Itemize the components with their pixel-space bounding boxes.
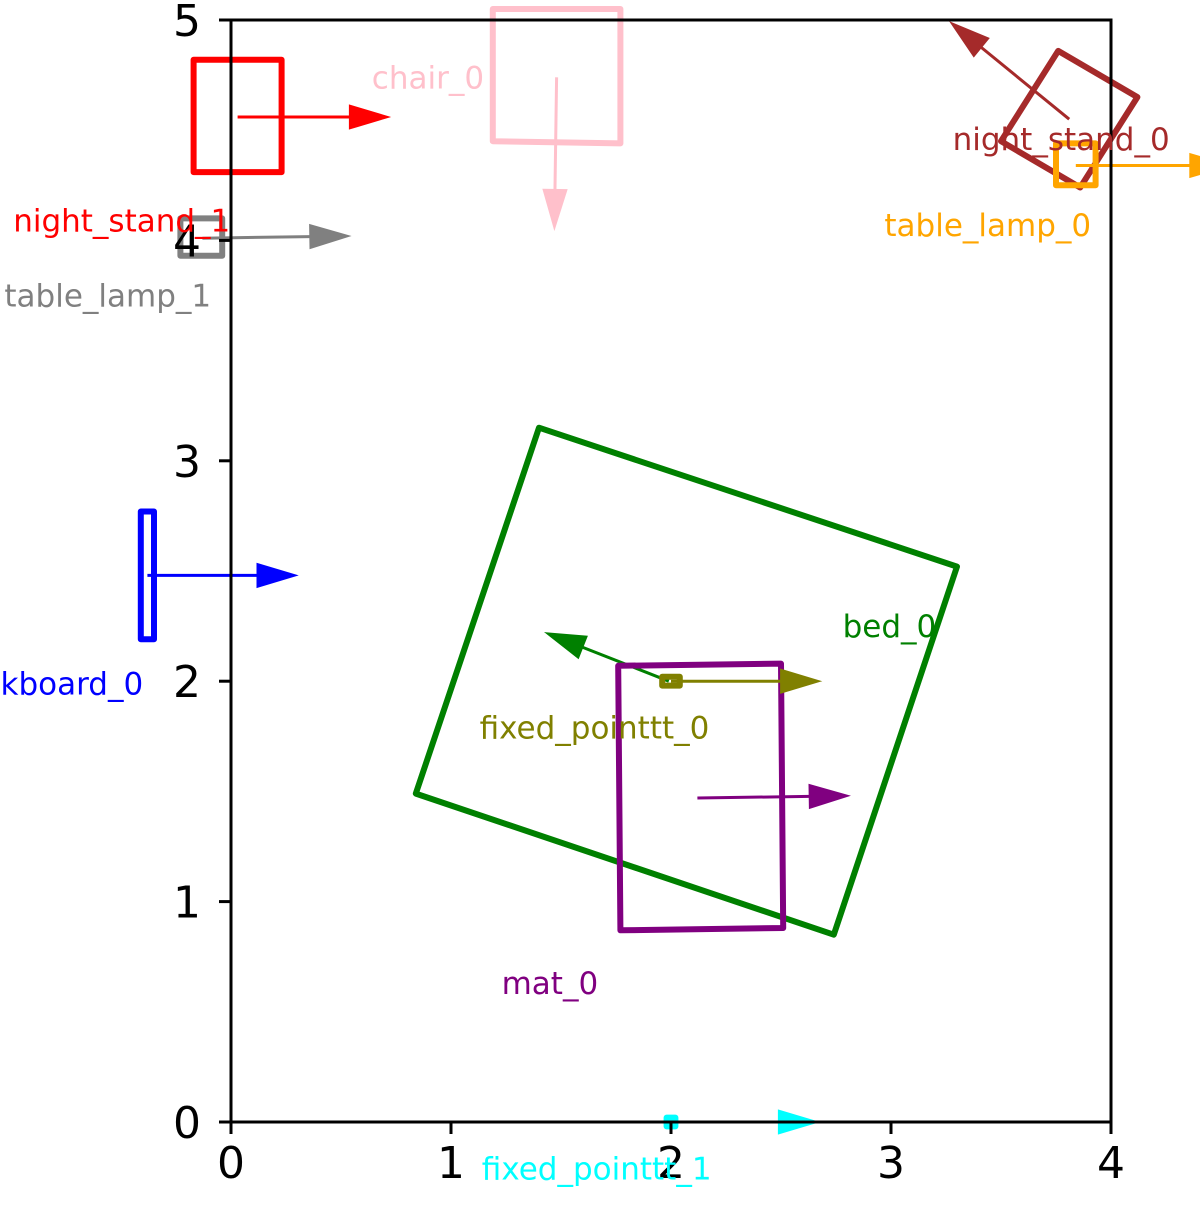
x-tick-label-2: 2 [657,1138,685,1189]
plot-frame [229,18,1113,1124]
fixed_pointtt_0-arrow-head [780,668,823,694]
x-tick-label-3: 3 [877,1138,905,1189]
y-tick-label-1: 1 [173,878,201,929]
chair_0-label: chair_0 [372,60,484,96]
object-fixed_pointtt_0 [659,668,823,694]
fixed_pointtt_0-footprint [659,673,683,689]
y-tick-label-3: 3 [173,437,201,488]
objects-layer [137,6,1200,1135]
fixed_pointtt_0-label: fixed_pointtt_0 [480,711,710,747]
x-tick-label-1: 1 [437,1138,465,1189]
chalkboard_0-arrow-head [256,562,299,589]
table_lamp_1-label: table_lamp_1 [4,279,211,315]
y-tick-label-2: 2 [173,657,201,708]
x-tick-label-4: 4 [1097,1138,1125,1189]
x-tick-label-0: 0 [217,1138,245,1189]
night_stand_1-arrow-head [348,104,392,130]
object-table_lamp_0 [1053,140,1200,189]
y-tick-label-5: 5 [173,0,201,47]
fixed_pointtt_1-label: fixed_pointtt_1 [482,1151,712,1187]
chair_0-arrow-head [542,188,568,232]
chair_0-arrow-shaft [553,77,559,190]
chalkboard_0-footprint [137,508,157,643]
table_lamp_1-arrow-shaft [202,235,310,240]
bed_0-arrow-head [543,632,588,660]
object-chalkboard_0 [137,508,299,643]
chair_0-footprint [489,6,624,147]
table_lamp_0-footprint [1053,140,1099,189]
table_lamp_1-arrow-head [309,223,352,250]
bed_0-footprint [412,424,960,938]
labels-layer: bed_0 mat_0 chair_0 night_stand_0 night_stan… [0,60,1170,1187]
object-bed_0 [412,424,960,938]
table_lamp_0-label: table_lamp_0 [884,208,1091,244]
table_lamp_0-arrow-head [1189,152,1200,179]
y-tick-label-4: 4 [173,216,201,267]
axes-layer: 0 1 2 3 4 0 1 2 3 4 5 [173,0,1125,1189]
night_stand_0-label: night_stand_0 [953,122,1170,158]
object-night_stand_1 [190,56,392,176]
object-night_stand_0 [949,21,1141,191]
night_stand_0-arrow-head [949,21,990,58]
mat_0-arrow-shaft [697,794,810,800]
chalkboard_0-label: chalkboard_0 [0,666,143,702]
mat_0-arrow-head [808,783,851,810]
object-table_lamp_1 [177,215,352,259]
night_stand_0-footprint [998,47,1141,191]
night_stand_0-arrow-shaft [980,46,1071,121]
bed_0-label: bed_0 [843,609,937,645]
mat_0-label: mat_0 [502,966,599,1002]
mat_0-footprint [615,660,787,934]
night_stand_1-label: night_stand_1 [13,204,230,240]
table_lamp_1-footprint [177,215,226,259]
night_stand_1-footprint [190,56,285,176]
y-tick-label-0: 0 [173,1098,201,1149]
object-chair_0 [489,6,624,232]
object-mat_0 [615,660,851,934]
